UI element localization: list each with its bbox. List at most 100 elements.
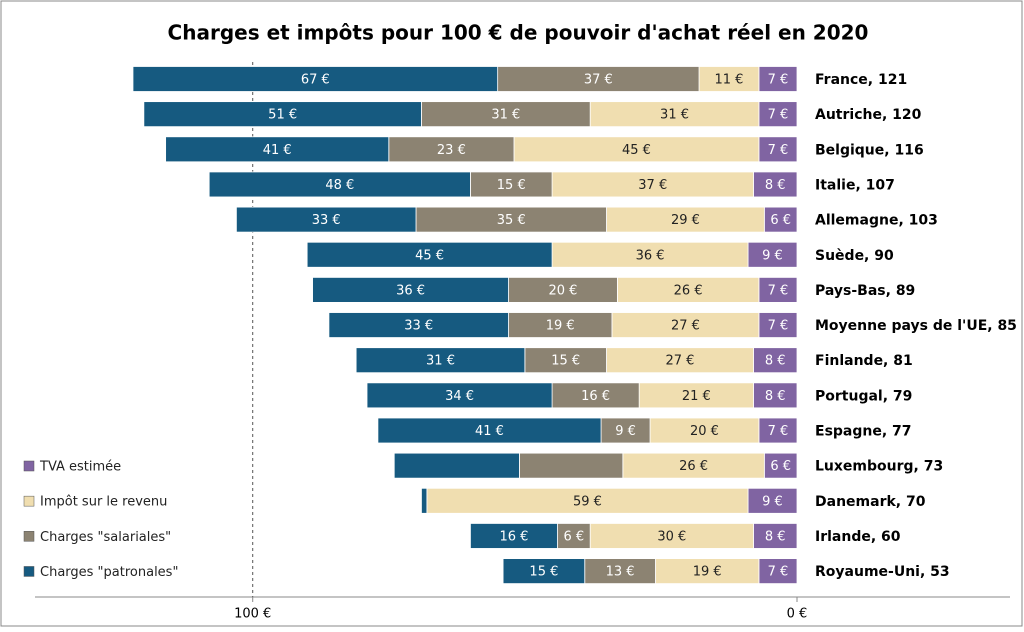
value-label: 33 €: [312, 213, 341, 228]
value-label: 35 €: [497, 213, 526, 228]
legend-label: TVA estimée: [39, 460, 121, 475]
legend-swatch: [23, 495, 35, 507]
category-label: Italie, 107: [815, 177, 895, 193]
value-label: 9 €: [615, 424, 636, 439]
bar-segment: [421, 101, 591, 128]
bar-segment: [306, 241, 553, 268]
bar-segment: [235, 206, 417, 233]
bar-segment: [763, 452, 798, 479]
category-label: Portugal, 79: [815, 388, 912, 404]
bar-segment: [622, 452, 765, 479]
bar-segment: [312, 276, 509, 303]
bar-segment: [758, 312, 798, 338]
bar-segment: [584, 558, 656, 584]
bar-segment: [377, 417, 602, 444]
category-label: Irlande, 60: [815, 529, 901, 545]
value-label: 20 €: [548, 283, 577, 298]
value-label: 9 €: [762, 248, 783, 263]
bar-segment: [551, 382, 640, 409]
bar-segment: [524, 347, 607, 374]
category-label: Luxembourg, 73: [815, 459, 943, 475]
value-label: 31 €: [491, 108, 520, 123]
value-label: 21 €: [682, 389, 711, 404]
bar-segment: [165, 136, 390, 163]
bar-segment: [758, 558, 798, 584]
value-label: 59 €: [573, 494, 602, 509]
value-label: 26 €: [674, 283, 703, 298]
category-label: Pays-Bas, 89: [815, 283, 915, 299]
bar-segment: [606, 206, 765, 233]
value-label: 37 €: [638, 178, 667, 193]
value-label: 30 €: [657, 529, 686, 544]
bar-segment: [497, 66, 700, 92]
bar-segment: [753, 523, 798, 549]
bar-segment: [655, 558, 760, 584]
legend-label: Charges "patronales": [40, 565, 178, 580]
value-label: 15 €: [551, 354, 580, 369]
value-label: 7 €: [768, 143, 789, 158]
chart-title: Charges et impôts pour 100 € de pouvoir …: [168, 21, 869, 45]
category-label: Espagne, 77: [815, 424, 912, 440]
bar-segment: [328, 312, 509, 338]
bar-segment: [519, 452, 624, 479]
bar-segment: [388, 136, 515, 163]
value-label: 41 €: [263, 143, 292, 158]
value-label: 31 €: [660, 108, 689, 123]
value-label: 8 €: [765, 178, 786, 193]
value-label: 19 €: [546, 319, 575, 334]
category-label: France, 121: [815, 72, 907, 88]
value-label: 36 €: [636, 248, 665, 263]
value-label: 34 €: [445, 389, 474, 404]
value-label: 31 €: [426, 354, 455, 369]
bar-segment: [758, 417, 798, 444]
value-label: 48 €: [325, 178, 354, 193]
bar-segment: [421, 487, 428, 514]
value-label: 45 €: [622, 143, 651, 158]
bar-segment: [611, 312, 760, 338]
legend-label: Charges "salariales": [40, 530, 171, 545]
category-label: Moyenne pays de l'UE, 85: [815, 318, 1017, 334]
category-label: Suède, 90: [815, 248, 894, 264]
bar-segment: [600, 417, 651, 444]
bar-segment: [616, 276, 760, 303]
value-label: 15 €: [529, 565, 558, 580]
x-tick-label: 0 €: [787, 607, 808, 622]
value-label: 6 €: [563, 529, 584, 544]
value-label: 8 €: [765, 529, 786, 544]
bar-segment: [758, 136, 798, 163]
value-label: 27 €: [671, 319, 700, 334]
category-label: Allemagne, 103: [815, 213, 938, 229]
value-label: 6 €: [770, 459, 791, 474]
category-label: Belgique, 116: [815, 142, 924, 158]
value-label: 16 €: [581, 389, 610, 404]
bar-segment: [470, 171, 553, 198]
legend-swatch: [23, 566, 35, 577]
bar-segment: [426, 487, 749, 514]
legend-swatch: [23, 460, 35, 472]
bar-segment: [698, 66, 760, 92]
value-label: 8 €: [765, 354, 786, 369]
category-label: Danemark, 70: [815, 494, 926, 510]
bar-segment: [753, 347, 798, 374]
bar-segment: [758, 101, 798, 128]
bar-segment: [508, 312, 613, 338]
category-label: Finlande, 81: [815, 353, 913, 369]
value-label: 7 €: [768, 283, 789, 298]
bar-segment: [366, 382, 553, 409]
value-label: 19 €: [693, 565, 722, 580]
value-label: 7 €: [768, 73, 789, 88]
bar-segment: [758, 66, 798, 92]
bar-segment: [208, 171, 471, 198]
bar-segment: [753, 382, 798, 409]
bar-segment: [393, 452, 520, 479]
value-label: 7 €: [768, 108, 789, 123]
bar-segment: [513, 136, 760, 163]
bar-segment: [758, 276, 798, 303]
bar-segment: [132, 66, 499, 92]
bar-segment: [589, 523, 754, 549]
bar-segment: [470, 523, 558, 549]
value-label: 45 €: [415, 248, 444, 263]
legend-swatch: [23, 531, 35, 542]
bar-segment: [589, 101, 760, 128]
value-label: 67 €: [301, 73, 330, 88]
